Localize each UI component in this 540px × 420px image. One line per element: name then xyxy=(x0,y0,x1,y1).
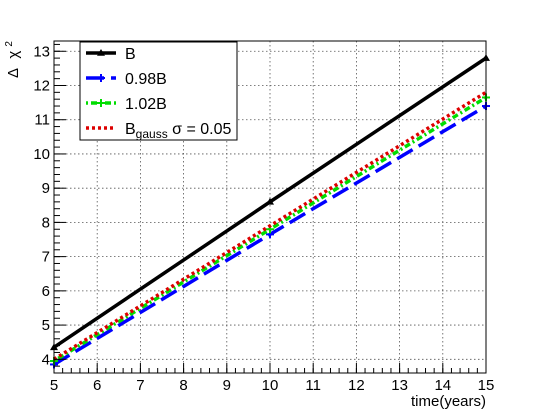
y-axis-label-chi: χ xyxy=(5,51,22,59)
y-axis-label-exponent: 2 xyxy=(4,41,15,47)
x-tick-label: 6 xyxy=(93,377,101,394)
y-axis-label-delta: Δ xyxy=(5,68,22,78)
y-tick-label: 11 xyxy=(34,112,50,129)
series-3 xyxy=(53,90,487,361)
legend-marker xyxy=(97,99,105,107)
x-tick-label: 11 xyxy=(305,377,321,394)
y-tick-label: 9 xyxy=(42,180,50,197)
x-tick-label: 14 xyxy=(434,377,451,394)
legend-entry: Bgauss σ = 0.05 xyxy=(86,121,232,141)
legend-label: 1.02B xyxy=(125,96,167,113)
y-axis-label: Δ χ 2 xyxy=(4,41,22,78)
y-tick-label: 5 xyxy=(42,317,50,334)
legend-label: B xyxy=(125,46,136,63)
y-tick-label: 4 xyxy=(42,351,50,368)
x-tick-label: 9 xyxy=(223,377,231,394)
y-tick-label: 10 xyxy=(33,146,50,163)
data-point xyxy=(266,197,274,205)
x-tick-label: 10 xyxy=(262,377,279,394)
legend-marker xyxy=(97,49,105,56)
x-tick-label: 15 xyxy=(478,377,495,394)
legend-entry: B xyxy=(86,46,136,63)
x-tick-label: 12 xyxy=(348,377,365,394)
y-tick-label: 6 xyxy=(42,283,50,300)
x-tick-label: 7 xyxy=(136,377,144,394)
x-tick-label: 5 xyxy=(50,377,58,394)
x-axis-label: time(years) xyxy=(411,393,486,410)
x-tick-label: 13 xyxy=(391,377,408,394)
y-tick-label: 12 xyxy=(33,77,50,94)
legend-box xyxy=(79,41,238,141)
legend-label: 0.98B xyxy=(125,71,167,88)
series-line xyxy=(53,90,487,361)
y-tick-label: 7 xyxy=(42,249,50,266)
legend-marker xyxy=(97,74,105,82)
y-tick-label: 8 xyxy=(42,214,50,231)
legend-entry: 0.98B xyxy=(86,71,167,88)
legend: B 0.98B 1.02B Bgauss σ = 0.05 xyxy=(79,41,238,141)
y-tick-label: 13 xyxy=(33,43,50,60)
legend-label: Bgauss σ = 0.05 xyxy=(125,121,232,141)
legend-entry: 1.02B xyxy=(86,96,167,113)
x-tick-label: 8 xyxy=(179,377,187,394)
